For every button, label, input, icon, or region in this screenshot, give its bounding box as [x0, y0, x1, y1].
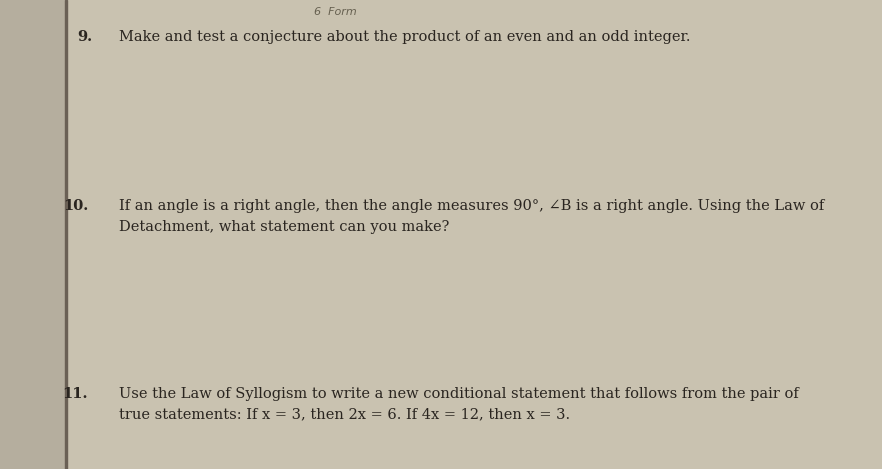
Bar [0, 0, 66, 469]
Text: Make and test a conjecture about the product of an even and an odd integer.: Make and test a conjecture about the pro… [119, 30, 691, 45]
Text: Use the Law of Syllogism to write a new conditional statement that follows from : Use the Law of Syllogism to write a new … [119, 387, 799, 422]
Bar [65, 0, 67, 469]
Text: 11.: 11. [63, 387, 88, 401]
Text: 10.: 10. [63, 199, 88, 213]
Text: If an angle is a right angle, then the angle measures 90°, ∠B is a right angle. : If an angle is a right angle, then the a… [119, 199, 825, 234]
Text: 6  Form: 6 Form [314, 7, 356, 17]
Text: 9.: 9. [78, 30, 93, 45]
